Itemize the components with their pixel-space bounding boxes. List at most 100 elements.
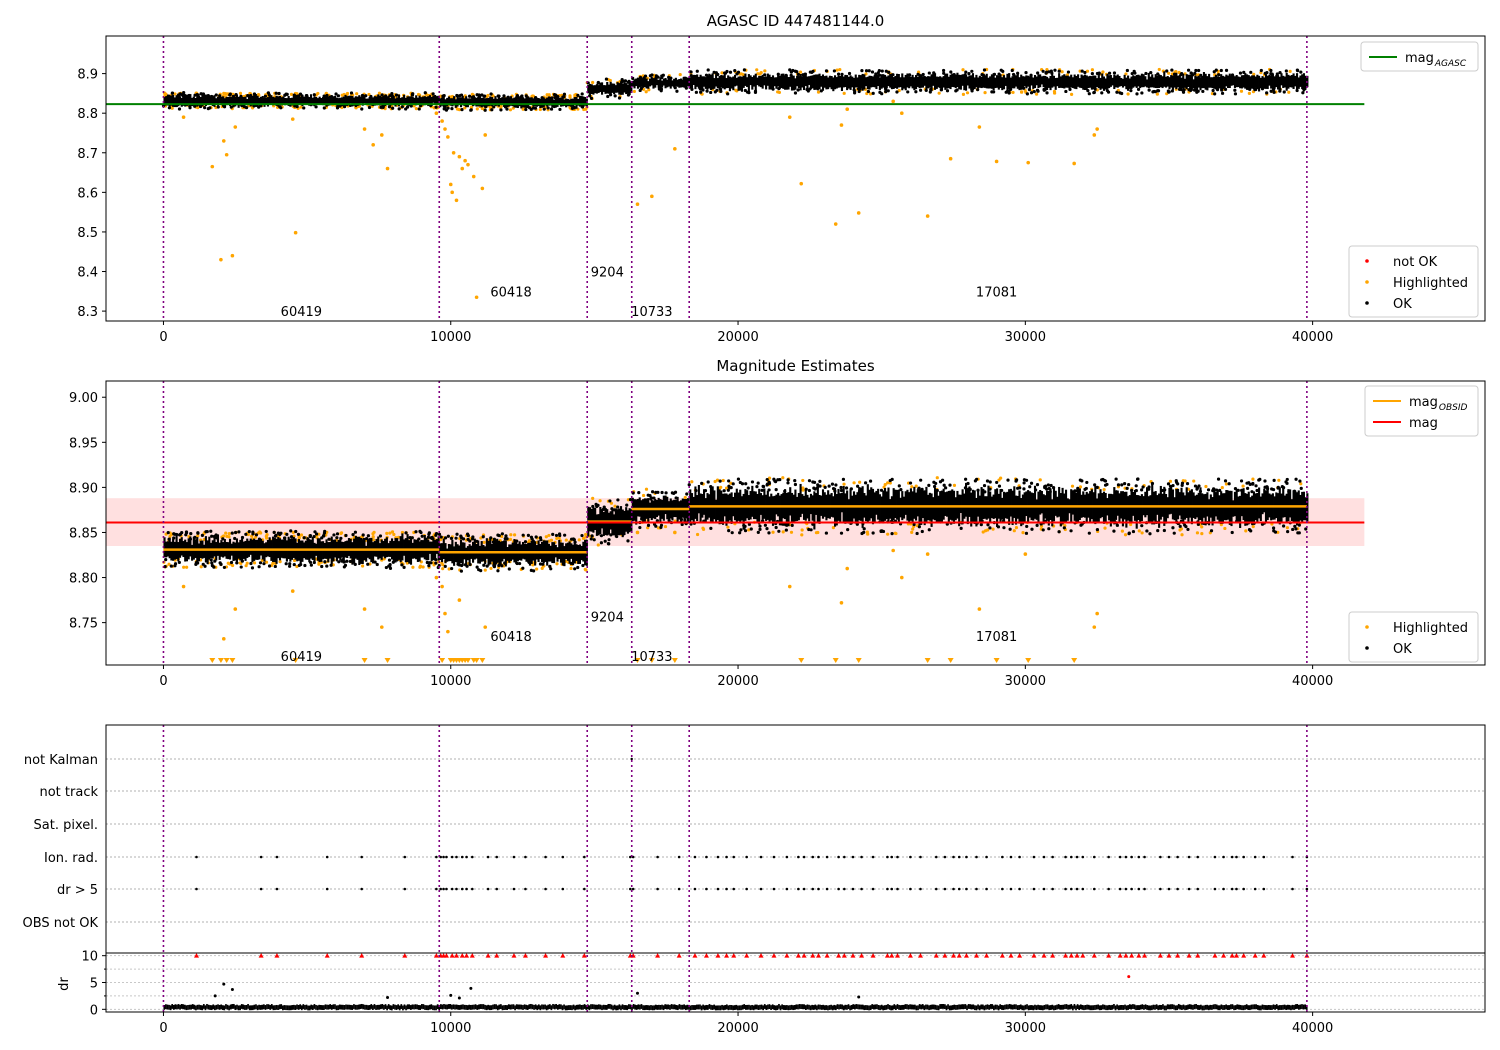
dr-point-band — [172, 1004, 175, 1010]
ok-point-band — [1109, 75, 1112, 87]
dr-point-band — [722, 1005, 725, 1011]
ok-point-band — [694, 486, 697, 519]
ok-point — [783, 489, 787, 493]
highlighted-point — [460, 166, 465, 171]
dr-point-band — [1087, 1004, 1090, 1010]
ok-point-band — [408, 540, 411, 564]
ok-point — [490, 108, 494, 112]
dr-point-band — [947, 1004, 949, 1010]
ok-point — [470, 95, 474, 100]
dr-point-band — [801, 1004, 804, 1010]
y-tick-label: 8.80 — [69, 572, 98, 587]
dr-clipped-high-marker — [581, 953, 587, 958]
dr-point-band — [836, 1004, 839, 1010]
ok-point-band — [715, 499, 718, 523]
dr-point-band — [688, 1004, 690, 1010]
ok-point-band — [756, 77, 759, 86]
ok-point — [1162, 528, 1166, 533]
ok-point-band — [1249, 497, 1252, 523]
ok-point — [246, 94, 250, 98]
ok-point — [325, 93, 329, 98]
dr-point-band — [428, 1004, 431, 1010]
dr-point-band — [522, 1005, 524, 1010]
ok-point-band — [430, 96, 433, 106]
dr-point-band — [360, 1003, 363, 1009]
flag-point — [455, 855, 458, 859]
dr-point-band — [642, 1005, 644, 1011]
ok-point-band — [1158, 74, 1161, 88]
ok-point-band — [291, 97, 294, 106]
x-tick-label: 10000 — [430, 330, 471, 345]
ok-point-band — [1254, 76, 1257, 88]
flag-point — [860, 855, 863, 859]
dr-point-band — [517, 1004, 520, 1010]
ok-point-band — [1073, 74, 1076, 89]
ok-point-band — [1147, 72, 1150, 89]
ok-point-band — [1144, 491, 1147, 518]
ok-point-band — [946, 491, 949, 517]
ok-point-band — [356, 96, 359, 107]
ok-point-band — [1180, 487, 1183, 520]
dr-point-band — [553, 1004, 556, 1010]
ok-point-band — [638, 78, 641, 88]
dr-point-band — [402, 1005, 404, 1011]
ok-point-band — [982, 488, 985, 520]
ok-point — [254, 533, 259, 537]
ok-point — [483, 108, 487, 112]
clipped-low-marker — [855, 658, 862, 663]
highlighted-point — [483, 568, 487, 572]
dr-point-band — [1078, 1005, 1081, 1011]
ok-point-band — [334, 95, 337, 105]
ok-point — [807, 488, 811, 493]
dr-point-band — [503, 1005, 505, 1011]
ok-point-band — [1002, 75, 1006, 90]
dr-point-band — [932, 1004, 935, 1010]
ok-point — [667, 518, 671, 522]
ok-point-band — [1064, 75, 1068, 88]
dr-point-band — [534, 1004, 537, 1010]
ok-point — [573, 540, 577, 544]
dr-point-band — [610, 1004, 613, 1010]
dr-point-band — [560, 1004, 562, 1010]
highlighted-point — [673, 147, 677, 151]
flag-point — [975, 887, 978, 891]
dr-point-band — [1200, 1004, 1202, 1010]
ok-point — [274, 91, 278, 95]
ok-point-band — [163, 96, 166, 106]
ok-point — [367, 105, 372, 110]
ok-point — [193, 93, 197, 97]
ok-point — [321, 534, 326, 538]
ok-point-band — [1120, 491, 1123, 519]
ok-point — [353, 562, 357, 566]
ok-point — [387, 558, 392, 562]
dr-point-band — [266, 1004, 268, 1010]
ok-point-band — [648, 502, 652, 519]
dr-point-band — [1301, 1004, 1303, 1009]
ok-point-band — [847, 499, 850, 524]
legend-marker — [1365, 301, 1369, 305]
dr-point-band — [1102, 1004, 1104, 1010]
ok-point — [450, 566, 454, 571]
ok-point-band — [965, 482, 968, 517]
ok-point-band — [192, 96, 195, 106]
legend-label: not OK — [1393, 255, 1438, 270]
legend-label: Highlighted — [1393, 276, 1468, 291]
ok-point — [1265, 487, 1270, 491]
highlighted-point — [845, 107, 850, 112]
ok-point-band — [816, 484, 819, 523]
ok-point — [713, 90, 717, 94]
ok-point — [758, 527, 762, 531]
ok-point — [167, 94, 171, 98]
dr-point-band — [444, 1004, 447, 1010]
ok-point — [860, 531, 864, 536]
ok-point — [596, 81, 600, 85]
ok-point-band — [416, 97, 419, 104]
x-tick-label: 20000 — [717, 330, 758, 345]
dr-clipped-high-marker — [1241, 953, 1247, 958]
ok-point-band — [947, 76, 950, 89]
ok-point-band — [704, 498, 707, 524]
dr-point-band — [1034, 1004, 1036, 1010]
dr-point-band — [1233, 1005, 1235, 1011]
dr-point-band — [1049, 1005, 1052, 1010]
dr-point-band — [223, 1005, 226, 1011]
